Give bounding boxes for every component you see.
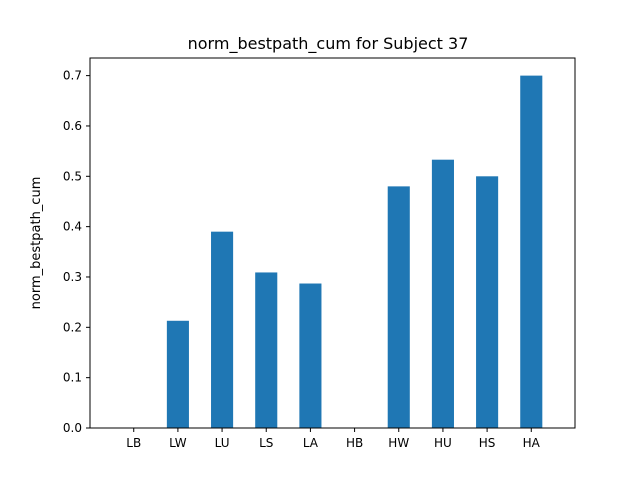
x-tick-label: HW	[388, 436, 409, 450]
bar-lu	[211, 231, 234, 428]
x-tick-label: HA	[523, 436, 541, 450]
x-tick-label: LB	[126, 436, 141, 450]
x-axis: LB LW LU LS LA HB HW HU HS HA	[126, 428, 541, 450]
bar-hw	[387, 186, 410, 428]
y-axis: 0.0 0.1 0.2 0.3 0.4 0.5 0.6 0.7	[63, 69, 90, 435]
y-tick-label: 0.7	[63, 69, 82, 83]
y-tick-label: 0.2	[63, 320, 82, 334]
bar-hu	[431, 159, 454, 428]
x-tick-label: HS	[479, 436, 496, 450]
y-axis-label: norm_bestpath_cum	[29, 177, 44, 310]
bars-group	[166, 75, 543, 429]
y-tick-label: 0.0	[63, 421, 82, 435]
x-tick-label: LU	[215, 436, 230, 450]
y-tick-label: 0.4	[63, 220, 82, 234]
x-tick-label: LW	[169, 436, 187, 450]
chart-title: norm_bestpath_cum for Subject 37	[188, 34, 469, 54]
bar-la	[299, 283, 322, 428]
bar-hs	[476, 176, 499, 428]
y-tick-label: 0.5	[63, 169, 82, 183]
plot-frame	[89, 57, 576, 429]
x-tick-label: HB	[346, 436, 363, 450]
x-tick-label: HU	[434, 436, 452, 450]
y-tick-label: 0.6	[63, 119, 82, 133]
bar-ha	[520, 75, 543, 429]
x-tick-label: LS	[259, 436, 273, 450]
y-tick-label: 0.3	[63, 270, 82, 284]
x-tick-label: LA	[303, 436, 319, 450]
bar-ls	[255, 272, 278, 428]
y-tick-label: 0.1	[63, 371, 82, 385]
bar-lw	[166, 320, 189, 428]
